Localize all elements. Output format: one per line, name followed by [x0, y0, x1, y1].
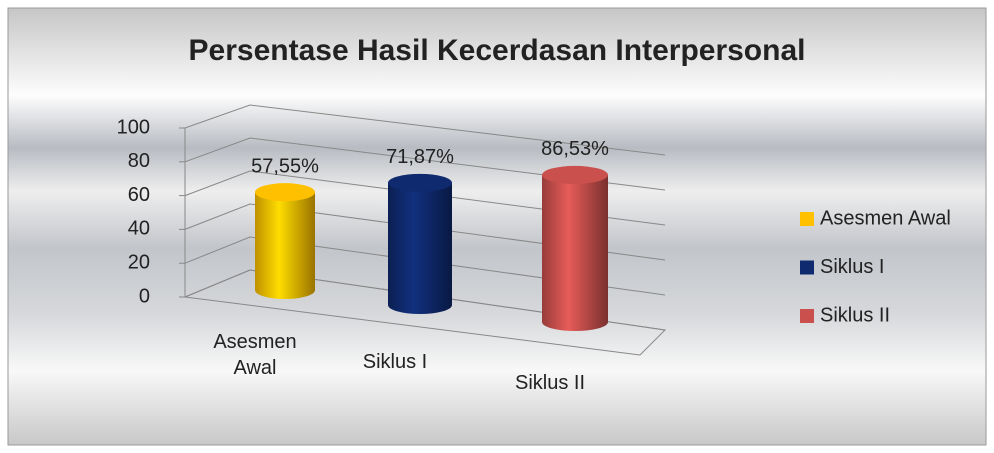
data-label: 57,55% — [251, 155, 319, 177]
grid-line — [184, 203, 666, 261]
x-tick-label: Asesmen Awal — [213, 331, 297, 379]
bar-top — [542, 165, 608, 184]
bar — [388, 182, 452, 314]
bar-top — [388, 173, 452, 192]
chart-title: Persentase Hasil Kecerdasan Interpersona… — [189, 34, 806, 67]
bar — [542, 174, 608, 331]
grid-line — [184, 137, 666, 191]
y-tick-label: 60 — [128, 184, 150, 206]
grid-line — [184, 170, 666, 226]
bar-top — [255, 183, 315, 202]
data-label: 71,87% — [386, 146, 454, 168]
y-tick-label: 80 — [128, 150, 150, 172]
legend-swatch — [800, 260, 814, 275]
grid-line — [184, 236, 666, 296]
legend-label: Asesmen Awal — [820, 207, 951, 229]
x-tick-label: Siklus II — [514, 372, 586, 394]
y-tick-label: 100 — [117, 116, 150, 138]
bar — [255, 192, 315, 299]
legend-label: Siklus I — [820, 256, 884, 278]
legend-swatch — [800, 212, 814, 226]
legend-label: Siklus II — [820, 304, 890, 326]
legend-swatch — [800, 309, 814, 323]
background — [7, 7, 987, 446]
grid-line — [184, 269, 666, 331]
y-tick-label: 20 — [128, 251, 150, 273]
data-label: 86,53% — [541, 138, 609, 160]
y-tick-label: 40 — [128, 218, 150, 240]
y-tick-label: 0 — [139, 285, 150, 307]
grid-line — [184, 104, 666, 156]
x-tick-label: Siklus I — [362, 351, 428, 373]
